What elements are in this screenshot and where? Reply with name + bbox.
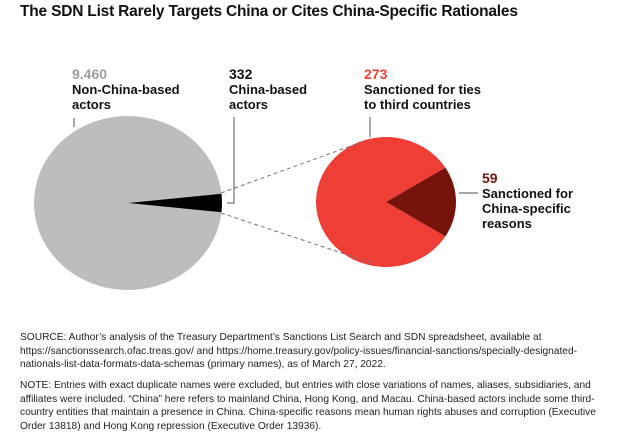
pie-charts [33,115,478,290]
value-non-china: 9.460 [72,66,108,82]
pie-slice-china-based-actors [128,193,222,213]
label-china-line2: actors [229,97,269,112]
label-third-line1: Sanctioned for ties [364,82,482,97]
label-specific-line2: China-specific reasons [482,201,571,231]
label-non-china: 9.460 Non-China-based actors [72,66,180,112]
label-third-line2: to third countries [364,97,471,112]
pie-slice-non-china-based-actors [33,115,222,290]
label-non-china-line2: actors [72,97,112,112]
label-third: 273 Sanctioned for ties to third countri… [364,66,481,112]
source-note: SOURCE: Author’s analysis of the Treasur… [20,332,578,370]
pie-slice-sanctioned-for-china-specific-reasons [386,167,456,237]
value-third: 273 [364,66,388,82]
pie-location [33,115,222,290]
label-non-china-line1: Non-China-based [72,82,180,97]
pie-slice-sanctioned-for-ties-to-third-countries [316,136,446,268]
methodology-note: NOTE: Entries with exact duplicate names… [20,380,596,432]
zoom-connector-top [220,141,363,194]
value-specific: 59 [482,170,498,186]
label-specific-line1: Sanctioned for [482,186,574,201]
chart-title: The SDN List Rarely Targets China or Cit… [20,3,518,20]
value-china: 332 [229,66,253,82]
label-specific: 59 Sanctioned for China-specific reasons [482,170,624,231]
label-china: 332 China-based actors [229,66,307,112]
label-china-line1: China-based [229,82,308,97]
zoom-connector-bottom [220,212,373,264]
leader-china [227,117,235,204]
pie-rationale [316,136,456,268]
